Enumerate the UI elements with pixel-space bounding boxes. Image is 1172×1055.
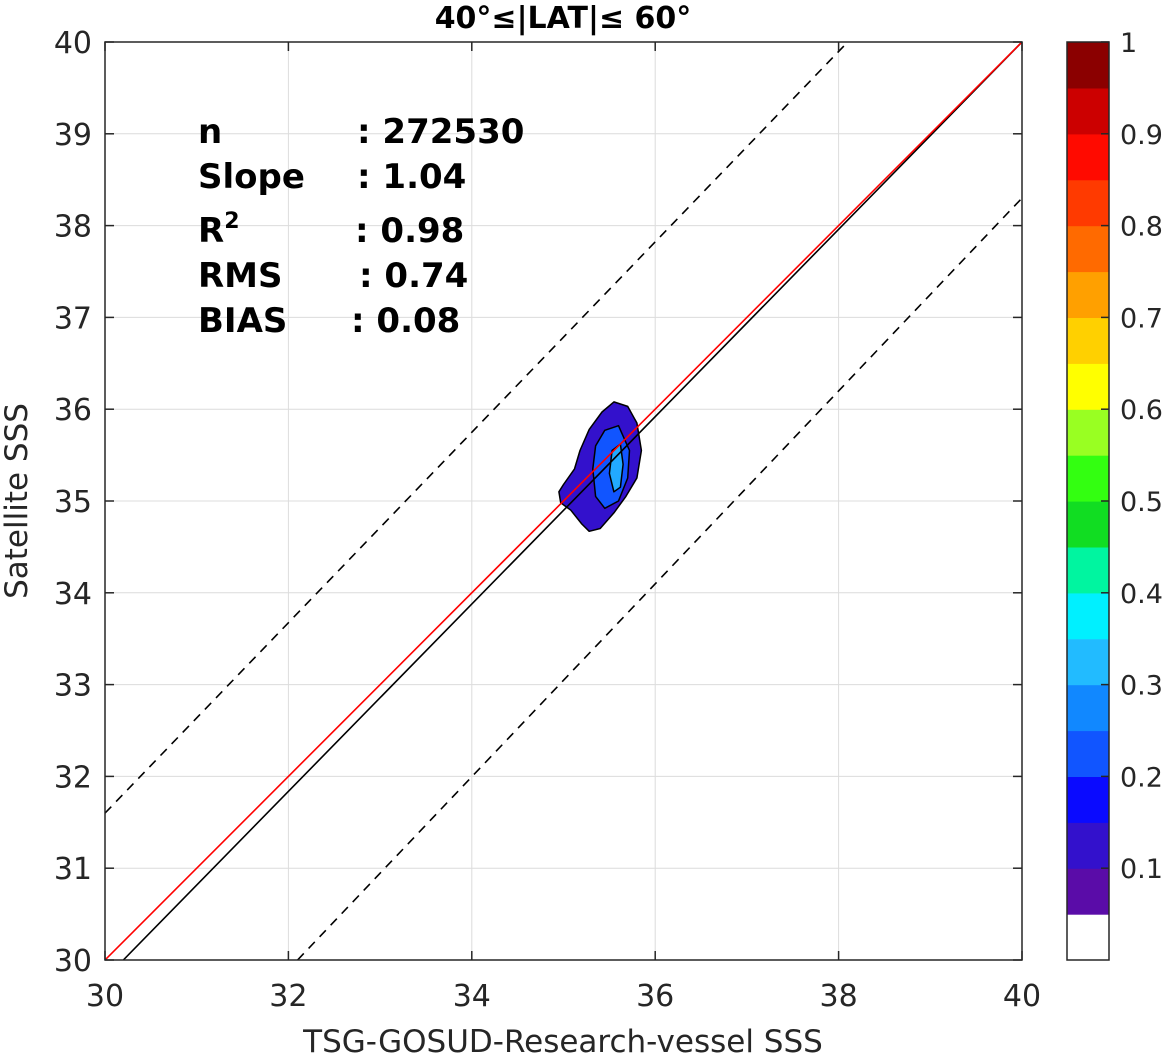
colorbar-segment [1067,868,1109,915]
density-contours [558,401,643,533]
colorbar-tick-label: 0.1 [1120,854,1163,885]
colorbar-segment [1067,409,1109,456]
x-tick-labels: 30 32 34 36 38 40 [86,979,1041,1014]
x-axis-label: TSG-GOSUD-Research-vessel SSS [302,1024,823,1055]
stat-slope-value: : 1.04 [357,157,466,197]
colorbar-tick-label: 0.8 [1120,212,1163,243]
colorbar-segment [1067,684,1109,732]
stat-r2-value: : 0.98 [355,211,464,251]
stat-r2-superscript: 2 [224,209,239,234]
x-tick-label: 40 [1003,979,1041,1014]
y-tick-label: 40 [54,26,92,61]
colorbar-segment [1067,592,1109,640]
y-tick-label: 34 [54,577,92,612]
colorbar-segment [1067,87,1109,135]
x-tick-label: 30 [86,979,124,1014]
stat-r2-base: R [198,211,224,251]
colorbar-segment [1067,455,1109,502]
colorbar-segment [1067,638,1109,686]
stat-bias-value: : 0.08 [351,301,460,341]
colorbar-segment [1067,42,1109,89]
colorbar-segment [1067,179,1109,227]
regression-line [105,42,1022,960]
colorbar-segment [1067,225,1109,273]
y-tick-label: 30 [54,944,92,979]
colorbar-segment [1067,363,1109,410]
y-axis-label: Satellite SSS [0,403,35,599]
one-to-one-line [122,42,1022,960]
colorbar-tick-label: 1 [1120,28,1137,59]
y-tick-label: 38 [54,210,92,245]
stat-r2-label: R2 [198,209,240,251]
colorbar-segment [1067,546,1109,594]
y-tick-label: 37 [54,301,92,336]
y-tick-label: 36 [54,393,92,428]
colorbar-tick-label: 0.5 [1120,487,1163,518]
colorbar-segment [1067,501,1109,548]
y-tick-label: 32 [54,760,92,795]
stat-n-label: n [198,112,222,152]
colorbar-tick-label: 0.3 [1120,671,1163,702]
colorbar-segment [1067,730,1109,777]
colorbar-tick-label: 0.2 [1120,762,1163,793]
axis-ticks [104,41,1023,961]
colorbar-tick-label: 0.7 [1120,303,1163,334]
colorbar-segment [1067,776,1109,823]
colorbar-tick-label: 0.9 [1120,120,1163,151]
colorbar [1067,42,1109,961]
contour-level [608,443,624,493]
colorbar-segment [1067,914,1109,961]
y-tick-label: 35 [54,485,92,520]
x-tick-label: 38 [820,979,858,1014]
colorbar-segment [1067,271,1109,318]
y-tick-label: 33 [54,669,92,704]
stat-slope-label: Slope [198,157,305,197]
colorbar-ticks: 0.1 0.2 0.3 0.4 0.5 0.6 0.7 0.8 0.9 1 [1101,28,1163,885]
colorbar-segment [1067,317,1109,364]
y-tick-label: 31 [54,852,92,887]
y-tick-labels: 30 31 32 33 34 35 36 37 38 39 40 [54,26,92,979]
colorbar-segment [1067,822,1109,869]
colorbar-segment [1067,133,1109,181]
stat-rms-value: : 0.74 [359,256,468,296]
x-tick-label: 36 [636,979,674,1014]
stat-rms-label: RMS [198,256,283,296]
colorbar-tick-label: 0.6 [1120,395,1163,426]
stat-bias-label: BIAS [198,301,287,341]
upper-bound-line [105,42,849,814]
stat-n-value: : 272530 [357,112,524,152]
x-tick-label: 32 [269,979,307,1014]
chart-title: 40°≤|LAT|≤ 60° [435,1,692,36]
statistics-box: n : 272530 Slope : 1.04 R2 : 0.98 RMS : … [198,112,524,341]
x-tick-label: 34 [453,979,491,1014]
reference-lines [105,42,1022,960]
y-tick-label: 39 [54,118,92,153]
colorbar-tick-label: 0.4 [1120,579,1163,610]
